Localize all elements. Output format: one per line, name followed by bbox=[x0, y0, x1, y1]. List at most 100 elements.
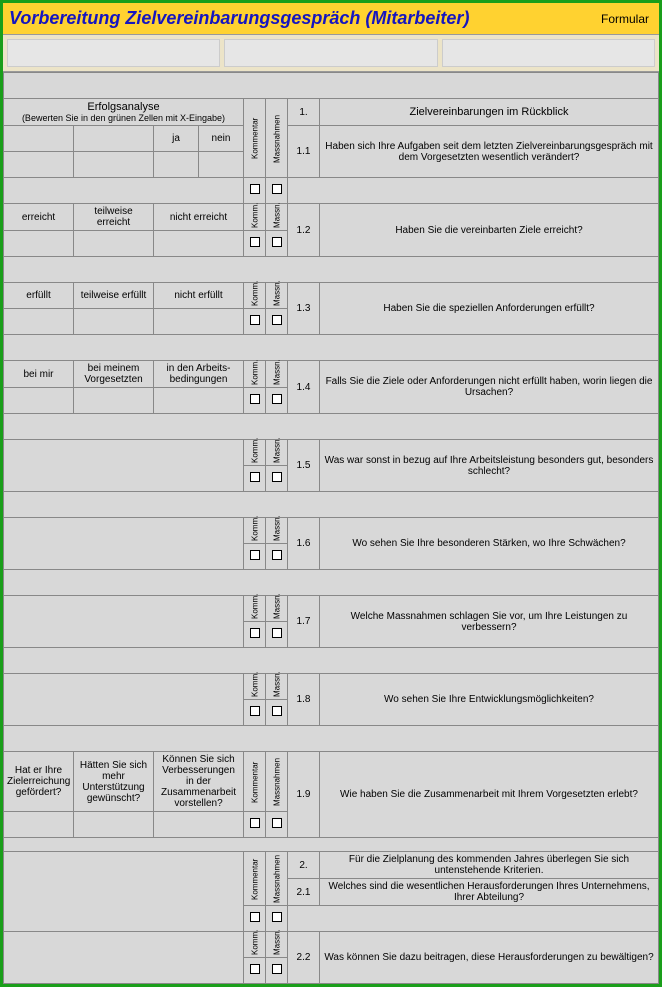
chk-komm-1-8[interactable] bbox=[244, 700, 266, 726]
row-1-8-num: 1.8 bbox=[288, 674, 320, 726]
analysis-title: Erfolgsanalyse bbox=[7, 101, 240, 113]
row-1-2-num: 1.2 bbox=[288, 204, 320, 257]
cell-1-1-a[interactable] bbox=[4, 152, 74, 178]
chk-komm-1-5[interactable] bbox=[244, 466, 266, 492]
chk-massn-2-2[interactable] bbox=[266, 958, 288, 984]
row-1-7-question: Welche Massnahmen schlagen Sie vor, um I… bbox=[320, 596, 659, 648]
col-massn-1-5: Massn. bbox=[266, 440, 288, 466]
chk-komm-1-3[interactable] bbox=[244, 309, 266, 335]
section-2-num: 2. bbox=[288, 852, 320, 879]
cell-1-9-a[interactable] bbox=[4, 812, 74, 838]
row-1-2-b: teilweise erreicht bbox=[74, 204, 154, 231]
form-table: Erfolgsanalyse (Bewerten Sie in den grün… bbox=[3, 72, 659, 984]
col-kommentar-label: Kommentar bbox=[244, 99, 266, 178]
col-massn-1-2: Massn. bbox=[266, 204, 288, 231]
chk-komm-2-2[interactable] bbox=[244, 958, 266, 984]
analysis-blank-a bbox=[4, 126, 74, 152]
analysis-title-cell: Erfolgsanalyse (Bewerten Sie in den grün… bbox=[4, 99, 244, 126]
chk-komm-1-9[interactable] bbox=[244, 812, 266, 838]
cell-1-1-ja[interactable] bbox=[154, 152, 199, 178]
cell-1-4-c[interactable] bbox=[154, 388, 244, 414]
row-1-3-num: 1.3 bbox=[288, 283, 320, 335]
row-2-2-left bbox=[4, 932, 244, 984]
col-massn-1-4: Massn. bbox=[266, 361, 288, 388]
row-1-8-question: Wo sehen Sie Ihre Entwicklungsmöglichkei… bbox=[320, 674, 659, 726]
cell-1-9-b[interactable] bbox=[74, 812, 154, 838]
tab-button-3[interactable] bbox=[442, 39, 655, 67]
row-1-9-question: Wie haben Sie die Zusammenarbeit mit Ihr… bbox=[320, 752, 659, 838]
tab-button-2[interactable] bbox=[224, 39, 437, 67]
row-1-9-num: 1.9 bbox=[288, 752, 320, 838]
row-1-9-c: Können Sie sich Verbesserungen in der Zu… bbox=[154, 752, 244, 812]
chk-komm-1-7[interactable] bbox=[244, 622, 266, 648]
row-2-left bbox=[4, 852, 244, 932]
chk-massn-1-7[interactable] bbox=[266, 622, 288, 648]
col-komm-1-3: Komm. bbox=[244, 283, 266, 309]
chk-komm-1-2[interactable] bbox=[244, 231, 266, 257]
chk-komm-1-6[interactable] bbox=[244, 544, 266, 570]
row-1-5-num: 1.5 bbox=[288, 440, 320, 492]
cell-1-3-c[interactable] bbox=[154, 309, 244, 335]
row-1-9-a: Hat er Ihre Zielerreichung gefördert? bbox=[4, 752, 74, 812]
cell-1-2-c[interactable] bbox=[154, 231, 244, 257]
cell-1-2-b[interactable] bbox=[74, 231, 154, 257]
cell-1-4-b[interactable] bbox=[74, 388, 154, 414]
row-1-3-a: erfüllt bbox=[4, 283, 74, 309]
chk-massn-1-3[interactable] bbox=[266, 309, 288, 335]
row-1-7-left bbox=[4, 596, 244, 648]
cell-1-9-c[interactable] bbox=[154, 812, 244, 838]
col-massn-1-7: Massn. bbox=[266, 596, 288, 622]
cell-1-4-a[interactable] bbox=[4, 388, 74, 414]
header-formular-label: Formular bbox=[601, 12, 653, 26]
col-massnahmen-label: Massnahmen bbox=[266, 99, 288, 178]
row-1-7-num: 1.7 bbox=[288, 596, 320, 648]
row-1-4-b: bei meinem Vorgesetzten bbox=[74, 361, 154, 388]
cell-1-3-b[interactable] bbox=[74, 309, 154, 335]
col-massn-2: Massnahmen bbox=[266, 852, 288, 906]
col-komm-1-2: Komm. bbox=[244, 204, 266, 231]
col-komm-1-6: Komm. bbox=[244, 518, 266, 544]
col-komm-1-8: Komm. bbox=[244, 674, 266, 700]
col-komm-1-9: Kommentar bbox=[244, 752, 266, 812]
col-komm-1-5: Komm. bbox=[244, 440, 266, 466]
chk-massn-1-2[interactable] bbox=[266, 231, 288, 257]
row-2-2-num: 2.2 bbox=[288, 932, 320, 984]
chk-massn-1-6[interactable] bbox=[266, 544, 288, 570]
chk-massn-1-4[interactable] bbox=[266, 388, 288, 414]
header: Vorbereitung Zielvereinbarungsgespräch (… bbox=[3, 3, 659, 35]
row-1-2-c: nicht erreicht bbox=[154, 204, 244, 231]
col-massn-1-9: Massnahmen bbox=[266, 752, 288, 812]
cell-1-1-b[interactable] bbox=[74, 152, 154, 178]
spacer bbox=[288, 906, 659, 932]
chk-komm-1-4[interactable] bbox=[244, 388, 266, 414]
row-1-4-question: Falls Sie die Ziele oder Anforderungen n… bbox=[320, 361, 659, 414]
chk-komm-1-1[interactable] bbox=[244, 178, 266, 204]
document-frame: Vorbereitung Zielvereinbarungsgespräch (… bbox=[0, 0, 662, 987]
chk-massn-1-5[interactable] bbox=[266, 466, 288, 492]
tab-button-1[interactable] bbox=[7, 39, 220, 67]
chk-massn-2-1[interactable] bbox=[266, 906, 288, 932]
row-1-6-question: Wo sehen Sie Ihre besonderen Stärken, wo… bbox=[320, 518, 659, 570]
col-komm-2-2: Komm. bbox=[244, 932, 266, 958]
chk-massn-1-8[interactable] bbox=[266, 700, 288, 726]
chk-massn-1-1[interactable] bbox=[266, 178, 288, 204]
row-1-4-num: 1.4 bbox=[288, 361, 320, 414]
analysis-ja: ja bbox=[154, 126, 199, 152]
tabs-band bbox=[3, 35, 659, 72]
analysis-nein: nein bbox=[199, 126, 244, 152]
col-massn-1-3: Massn. bbox=[266, 283, 288, 309]
cell-1-1-nein[interactable] bbox=[199, 152, 244, 178]
col-komm-1-4: Komm. bbox=[244, 361, 266, 388]
cell-1-2-a[interactable] bbox=[4, 231, 74, 257]
chk-komm-2-1[interactable] bbox=[244, 906, 266, 932]
cell-1-3-a[interactable] bbox=[4, 309, 74, 335]
row-1-4-a: bei mir bbox=[4, 361, 74, 388]
chk-massn-1-9[interactable] bbox=[266, 812, 288, 838]
row-1-8-left bbox=[4, 674, 244, 726]
row-2-2-question: Was können Sie dazu beitragen, diese Her… bbox=[320, 932, 659, 984]
row-1-6-num: 1.6 bbox=[288, 518, 320, 570]
row-1-5-left bbox=[4, 440, 244, 492]
row-1-2-a: erreicht bbox=[4, 204, 74, 231]
spacer bbox=[4, 178, 244, 204]
row-1-3-question: Haben Sie die speziellen Anforderungen e… bbox=[320, 283, 659, 335]
